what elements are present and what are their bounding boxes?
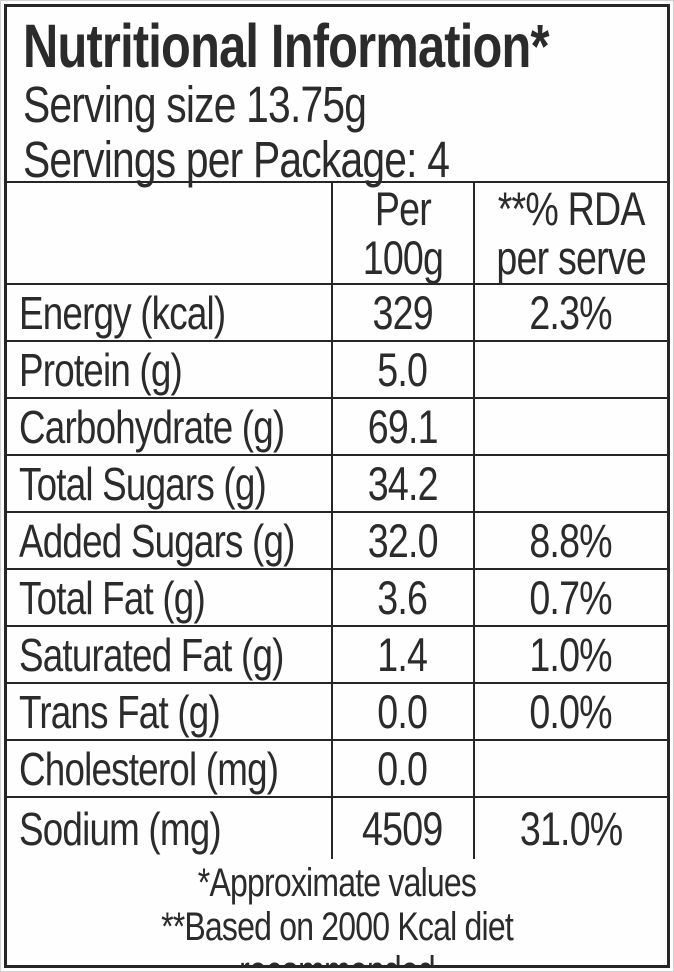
per-100g-value-text: 34.2 (367, 457, 439, 510)
rda-value: 2.3% (472, 283, 667, 342)
per-100g-value-text: 1.4 (377, 628, 429, 681)
nutrient-name-text: Trans Fat (g) (19, 685, 221, 738)
per-100g-value: 0.0 (330, 739, 475, 798)
rda-value (472, 340, 667, 399)
label-title-block: Nutritional Information* Serving size 13… (7, 7, 667, 187)
rda-value-text: 1.0% (529, 628, 613, 681)
table-row-cholesterol: Cholesterol (mg) 0.0 (7, 739, 667, 798)
per-100g-value: 0.0 (330, 682, 475, 741)
rda-value: 0.7% (472, 568, 667, 627)
per-100g-value: 4509 (330, 796, 475, 859)
rda-value-text: 8.8% (529, 514, 613, 567)
nutrient-name-text: Added Sugars (g) (19, 514, 295, 567)
footnote-rda-basis: **Based on 2000 Kcal diet recommended fo… (161, 905, 514, 965)
column-header-rda-line1: **% RDA (497, 182, 645, 235)
rda-value-text: 31.0% (519, 802, 623, 855)
column-header-per-100g-line2: 100g (362, 231, 443, 284)
nutrient-name-text: Total Sugars (g) (19, 457, 267, 510)
table-row-protein: Protein (g) 5.0 (7, 340, 667, 399)
nutrient-name-text: Total Fat (g) (19, 571, 206, 624)
per-100g-value: 32.0 (330, 511, 475, 570)
label-frame: Nutritional Information* Serving size 13… (4, 4, 670, 968)
nutrition-table: Per 100g **% RDA per serve Energy (kcal)… (7, 183, 667, 859)
rda-value-text: 2.3% (529, 286, 613, 339)
nutrient-name-text: Cholesterol (mg) (19, 742, 279, 795)
per-100g-value-text: 3.6 (377, 571, 429, 624)
serving-size-text: Serving size 13.75g (23, 76, 367, 133)
footnote-approximate-values: *Approximate values (197, 861, 477, 905)
table-row-total-sugars: Total Sugars (g) 34.2 (7, 454, 667, 513)
label-title: Nutritional Information* (23, 12, 550, 80)
per-100g-value: 69.1 (330, 397, 475, 456)
nutrient-name: Protein (g) (7, 340, 333, 399)
table-header-row: Per 100g **% RDA per serve (7, 182, 667, 285)
per-100g-value-text: 4509 (362, 802, 443, 855)
nutrient-name-text: Energy (kcal) (19, 286, 226, 339)
nutrient-name-text: Protein (g) (19, 343, 183, 396)
servings-per-package-text: Servings per Package: 4 (23, 131, 450, 188)
per-100g-value: 329 (330, 283, 475, 342)
nutrient-name: Total Fat (g) (7, 568, 333, 627)
rda-value: 0.0% (472, 682, 667, 741)
column-header-nutrient (7, 183, 333, 285)
per-100g-value: 3.6 (330, 568, 475, 627)
table-row-sodium: Sodium (mg) 4509 31.0% (7, 796, 667, 859)
table-row-carbohydrate: Carbohydrate (g) 69.1 (7, 397, 667, 456)
nutrient-name-text: Saturated Fat (g) (19, 628, 284, 681)
nutrient-name: Total Sugars (g) (7, 454, 333, 513)
table-row-trans-fat: Trans Fat (g) 0.0 0.0% (7, 682, 667, 741)
per-100g-value-text: 69.1 (367, 400, 439, 453)
per-100g-value: 1.4 (330, 625, 475, 684)
column-header-per-100g: Per 100g (330, 182, 475, 285)
per-100g-value-text: 0.0 (377, 685, 429, 738)
rda-value (472, 397, 667, 456)
per-100g-value-text: 5.0 (377, 343, 429, 396)
nutrient-name: Added Sugars (g) (7, 511, 333, 570)
footnotes-section: *Approximate values **Based on 2000 Kcal… (7, 859, 667, 965)
rda-value (472, 454, 667, 513)
per-100g-value: 34.2 (330, 454, 475, 513)
nutrient-name: Trans Fat (g) (7, 682, 333, 741)
per-100g-value: 5.0 (330, 340, 475, 399)
per-100g-value-text: 0.0 (377, 742, 429, 795)
rda-value: 8.8% (472, 511, 667, 570)
column-header-rda-line2: per serve (496, 231, 646, 284)
table-row-added-sugars: Added Sugars (g) 32.0 8.8% (7, 511, 667, 570)
column-header-per-100g-line1: Per (374, 182, 432, 235)
nutrient-name-text: Sodium (mg) (19, 802, 222, 855)
table-row-energy: Energy (kcal) 329 2.3% (7, 283, 667, 342)
per-100g-value-text: 32.0 (367, 514, 439, 567)
rda-value-text: 0.7% (529, 571, 613, 624)
nutrient-name-text: Carbohydrate (g) (19, 400, 285, 453)
rda-value: 31.0% (472, 796, 667, 859)
rda-value (472, 739, 667, 798)
nutrient-name: Carbohydrate (g) (7, 397, 333, 456)
nutrient-name: Saturated Fat (g) (7, 625, 333, 684)
rda-value: 1.0% (472, 625, 667, 684)
nutrient-name: Energy (kcal) (7, 283, 333, 342)
nutrient-name: Sodium (mg) (7, 796, 333, 859)
nutrient-name: Cholesterol (mg) (7, 739, 333, 798)
table-row-saturated-fat: Saturated Fat (g) 1.4 1.0% (7, 625, 667, 684)
per-100g-value-text: 329 (372, 286, 433, 339)
rda-value-text: 0.0% (529, 685, 613, 738)
column-header-rda-per-serve: **% RDA per serve (472, 182, 667, 285)
table-row-total-fat: Total Fat (g) 3.6 0.7% (7, 568, 667, 627)
